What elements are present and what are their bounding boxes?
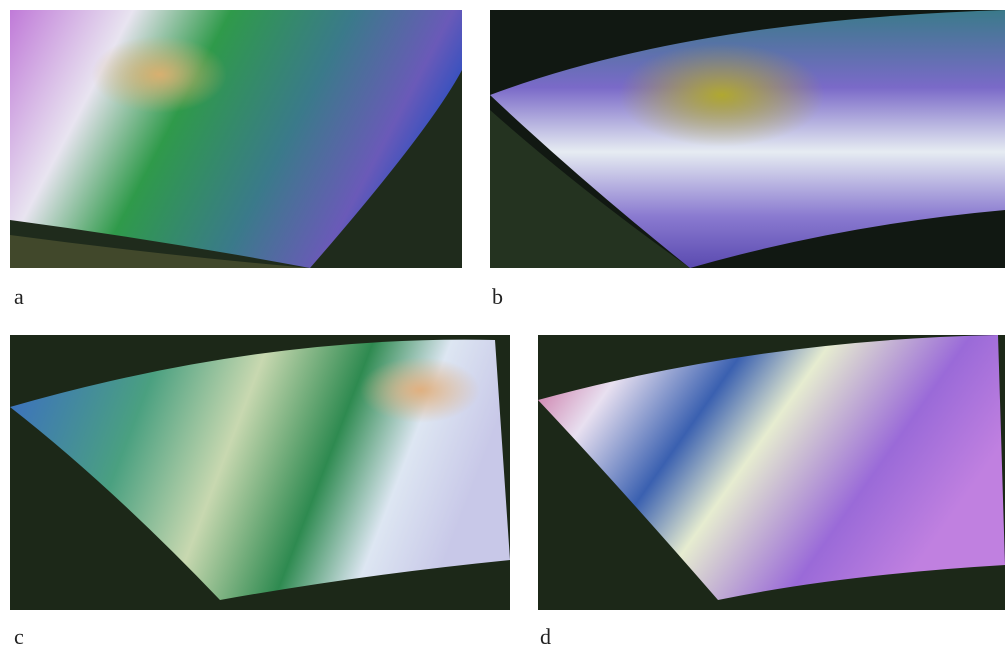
- panel-label: d: [540, 626, 551, 648]
- satellite-image-b: [490, 10, 1005, 268]
- panel-label: a: [14, 286, 24, 308]
- figure: a b c d (() => {: [0, 0, 1006, 652]
- panel-label: c: [14, 626, 24, 648]
- satellite-image-d: [538, 335, 1005, 610]
- storm-center: [10, 335, 510, 610]
- satellite-image-a: [10, 10, 462, 268]
- panel-label: b: [492, 286, 503, 308]
- satellite-image-c: [10, 335, 510, 610]
- storm-center: [10, 10, 462, 268]
